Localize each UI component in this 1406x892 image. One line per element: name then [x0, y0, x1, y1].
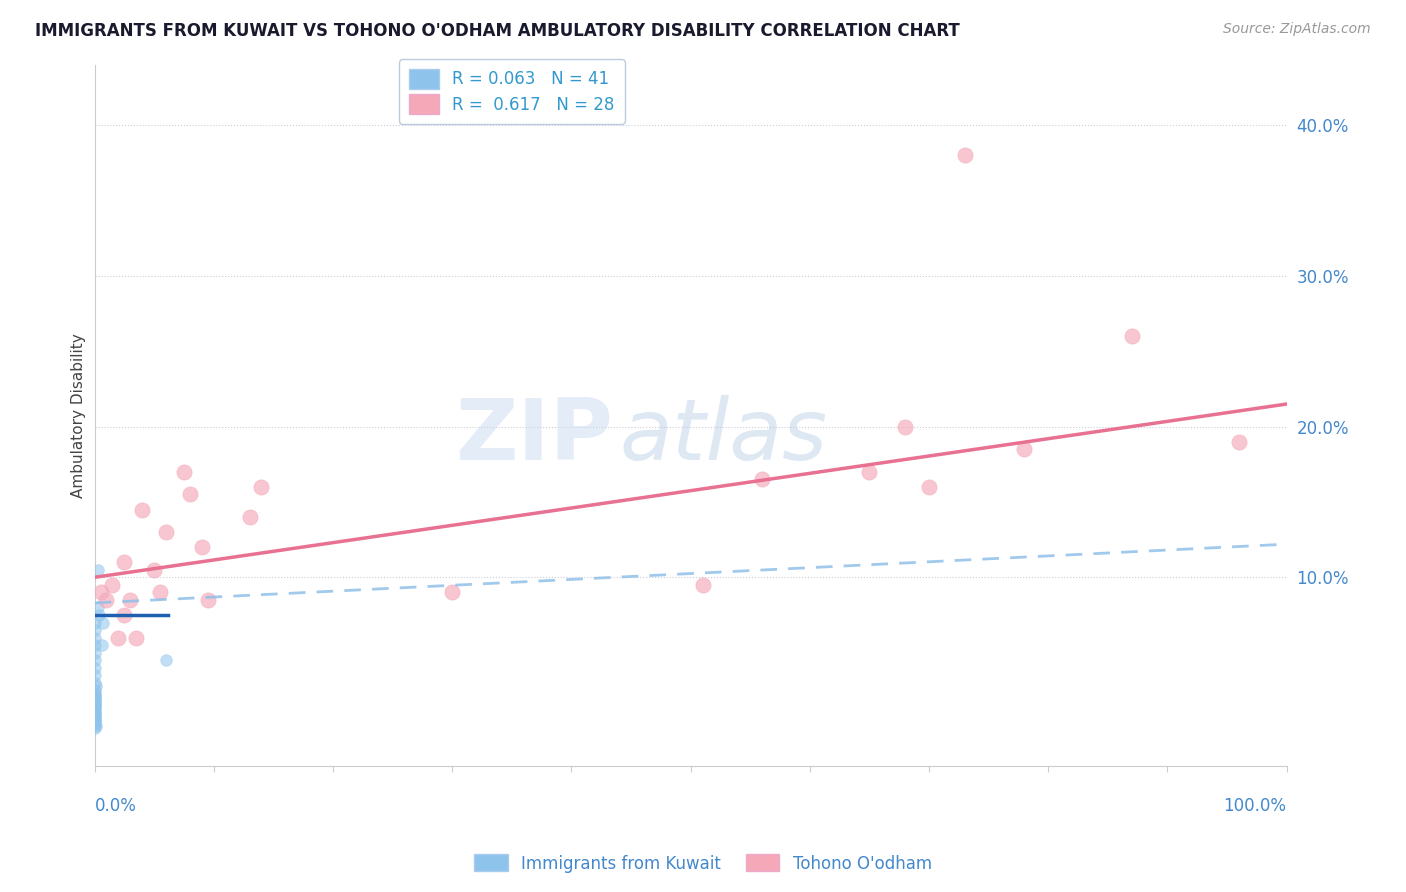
Point: [83, 646, 105, 660]
Text: ZIP: ZIP: [456, 395, 613, 478]
Point: [83, 716, 105, 731]
Point: [96, 593, 118, 607]
Point: [84, 719, 107, 733]
Point: [83, 688, 105, 702]
Point: [83, 695, 105, 709]
Point: [441, 585, 464, 599]
Point: [250, 480, 273, 494]
Legend: Immigrants from Kuwait, Tohono O'odham: Immigrants from Kuwait, Tohono O'odham: [468, 847, 938, 880]
Point: [1014, 442, 1036, 457]
Point: [83, 694, 105, 708]
Point: [918, 480, 941, 494]
Point: [179, 487, 201, 501]
Point: [143, 563, 166, 577]
Text: IMMIGRANTS FROM KUWAIT VS TOHONO O'ODHAM AMBULATORY DISABILITY CORRELATION CHART: IMMIGRANTS FROM KUWAIT VS TOHONO O'ODHAM…: [35, 22, 960, 40]
Point: [173, 465, 195, 479]
Point: [83, 710, 105, 724]
Point: [83, 690, 105, 705]
Point: [751, 472, 773, 486]
Point: [83, 709, 105, 723]
Point: [191, 540, 214, 554]
Point: [953, 148, 976, 162]
Point: [131, 502, 153, 516]
Point: [83, 683, 105, 698]
Point: [83, 668, 105, 682]
Point: [87, 563, 110, 577]
Point: [101, 578, 124, 592]
Point: [83, 692, 105, 706]
Point: [83, 661, 105, 675]
Point: [149, 585, 172, 599]
Point: [83, 714, 105, 728]
Point: [83, 712, 105, 726]
Point: [894, 419, 917, 434]
Point: [155, 653, 177, 667]
Point: [107, 631, 129, 645]
Text: atlas: atlas: [619, 395, 827, 478]
Point: [83, 699, 105, 714]
Point: [1227, 434, 1250, 449]
Point: [112, 607, 135, 622]
Point: [90, 638, 112, 652]
Point: [83, 690, 105, 704]
Point: [692, 578, 714, 592]
Point: [83, 615, 105, 630]
Point: [155, 525, 177, 540]
Point: [87, 600, 110, 615]
Point: [83, 701, 105, 715]
Point: [120, 593, 142, 607]
Point: [83, 707, 105, 722]
Point: [83, 653, 105, 667]
Point: [91, 615, 114, 630]
Text: 0.0%: 0.0%: [94, 797, 136, 815]
Point: [83, 718, 105, 732]
Point: [858, 465, 880, 479]
Point: [112, 555, 135, 569]
Y-axis label: Ambulatory Disability: Ambulatory Disability: [72, 333, 86, 498]
Point: [83, 631, 105, 645]
Text: 100.0%: 100.0%: [1223, 797, 1286, 815]
Point: [83, 623, 105, 637]
Point: [83, 703, 105, 717]
Point: [89, 607, 111, 622]
Point: [238, 510, 260, 524]
Point: [83, 706, 105, 720]
Point: [83, 686, 105, 700]
Point: [83, 714, 105, 729]
Text: Source: ZipAtlas.com: Source: ZipAtlas.com: [1223, 22, 1371, 37]
Point: [83, 697, 105, 711]
Point: [1121, 329, 1143, 343]
Point: [83, 721, 105, 735]
Point: [83, 698, 105, 713]
Point: [125, 631, 148, 645]
Point: [83, 638, 105, 652]
Point: [197, 593, 219, 607]
Point: [84, 679, 107, 693]
Point: [83, 706, 105, 720]
Point: [90, 585, 112, 599]
Point: [83, 675, 105, 690]
Legend: R = 0.063   N = 41, R =  0.617   N = 28: R = 0.063 N = 41, R = 0.617 N = 28: [399, 60, 624, 124]
